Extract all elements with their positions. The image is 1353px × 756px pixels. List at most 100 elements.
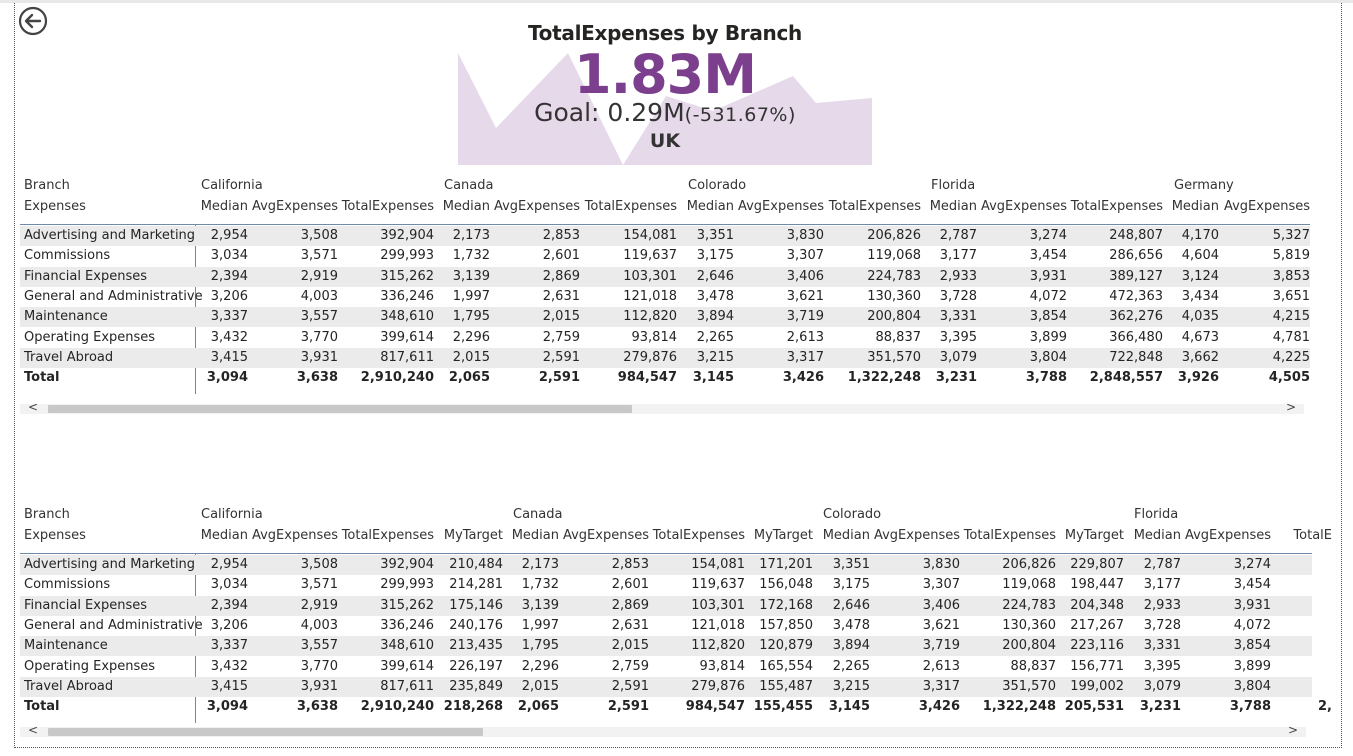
column-header[interactable]: AvgExpenses bbox=[251, 528, 338, 543]
table-cell: 3,432 bbox=[210, 329, 248, 345]
column-header[interactable]: AvgExpenses bbox=[251, 199, 338, 214]
table-cell: 3,317 bbox=[922, 678, 960, 694]
kpi-title: TotalExpenses by Branch bbox=[527, 21, 802, 45]
column-group-header[interactable]: California bbox=[201, 507, 263, 522]
column-header[interactable]: AvgExpenses bbox=[562, 528, 649, 543]
scroll-left-arrow[interactable]: < bbox=[28, 723, 39, 738]
row-label: Commissions bbox=[24, 577, 111, 593]
table-cell: 1,732 bbox=[452, 248, 490, 264]
table-cell: 2,613 bbox=[786, 329, 824, 345]
column-header[interactable]: TotalExpenses bbox=[341, 528, 434, 543]
kpi-value: 1.83M bbox=[574, 43, 757, 106]
table-cell: 299,993 bbox=[380, 577, 434, 593]
column-group-header[interactable]: Florida bbox=[1134, 507, 1179, 522]
column-header[interactable]: TotalExpenses bbox=[963, 528, 1056, 543]
column-header[interactable]: TotalExpenses bbox=[828, 199, 921, 214]
total-cell: 2,591 bbox=[607, 699, 649, 715]
total-cell: 3,426 bbox=[918, 699, 960, 715]
table-cell: 348,610 bbox=[380, 309, 434, 325]
row-band bbox=[20, 636, 1312, 657]
column-header[interactable]: Median bbox=[442, 199, 490, 214]
column-header[interactable]: Median bbox=[686, 199, 734, 214]
column-header[interactable]: Median bbox=[200, 528, 248, 543]
column-header[interactable]: AvgExpenses bbox=[980, 199, 1067, 214]
table-cell: 299,993 bbox=[380, 248, 434, 264]
table-cell: 3,508 bbox=[300, 228, 338, 243]
column-header[interactable]: AvgExpenses bbox=[1184, 528, 1271, 543]
column-header[interactable]: TotalExpenses bbox=[652, 528, 745, 543]
table-cell: 5,819 bbox=[1272, 248, 1310, 264]
table-cell: 119,068 bbox=[1002, 577, 1056, 593]
scrollbar-thumb[interactable] bbox=[48, 405, 632, 414]
column-group-header[interactable]: Florida bbox=[931, 178, 976, 193]
column-header[interactable]: TotalE bbox=[1293, 528, 1332, 543]
column-group-header[interactable]: Canada bbox=[444, 178, 494, 193]
scroll-right-arrow[interactable]: > bbox=[1288, 723, 1299, 738]
kpi-subtitle: UK bbox=[649, 130, 681, 152]
column-group-header[interactable]: California bbox=[201, 178, 263, 193]
scroll-right-arrow[interactable]: > bbox=[1286, 400, 1297, 415]
column-header[interactable]: AvgExpenses bbox=[1223, 199, 1310, 214]
column-header[interactable]: AvgExpenses bbox=[493, 199, 580, 214]
scroll-left-arrow[interactable]: < bbox=[28, 400, 39, 415]
table-cell: 240,176 bbox=[449, 617, 503, 633]
total-cell: 2, bbox=[1318, 699, 1332, 715]
table-cell: 3,274 bbox=[1029, 228, 1067, 243]
column-header[interactable]: Median bbox=[822, 528, 870, 543]
column-header[interactable]: MyTarget bbox=[1064, 528, 1124, 543]
column-group-header[interactable]: Colorado bbox=[823, 507, 882, 522]
column-header[interactable]: TotalExpenses bbox=[1070, 199, 1163, 214]
horizontal-scrollbar[interactable]: < > bbox=[20, 400, 1304, 415]
total-cell: 3,426 bbox=[782, 370, 824, 386]
column-header[interactable]: Median bbox=[929, 199, 977, 214]
total-cell: 3,638 bbox=[296, 370, 338, 386]
table-cell: 119,068 bbox=[867, 248, 921, 264]
table-cell: 3,395 bbox=[1143, 658, 1181, 674]
table-cell: 112,820 bbox=[623, 309, 677, 325]
column-header[interactable]: AvgExpenses bbox=[737, 199, 824, 214]
column-group-header[interactable]: Colorado bbox=[688, 178, 747, 193]
scrollbar-thumb[interactable] bbox=[48, 728, 483, 737]
table-cell: 3,124 bbox=[1181, 268, 1219, 284]
table-cell: 2,631 bbox=[611, 617, 649, 633]
table-cell: 3,215 bbox=[832, 678, 870, 694]
table-cell: 226,197 bbox=[449, 658, 503, 674]
table-cell: 130,360 bbox=[867, 288, 921, 304]
column-header[interactable]: MyTarget bbox=[753, 528, 813, 543]
total-cell: 2,910,240 bbox=[360, 370, 434, 386]
back-arrow-icon[interactable] bbox=[18, 6, 48, 36]
table-cell: 199,002 bbox=[1070, 678, 1124, 694]
horizontal-scrollbar[interactable]: < > bbox=[20, 723, 1306, 738]
column-header[interactable]: TotalExpenses bbox=[584, 199, 677, 214]
table-cell: 3,331 bbox=[1143, 638, 1181, 654]
table-cell: 3,454 bbox=[1233, 577, 1271, 593]
table-cell: 2,869 bbox=[611, 597, 649, 613]
table-cell: 3,478 bbox=[696, 288, 734, 304]
total-cell: 3,145 bbox=[828, 699, 870, 715]
table-cell: 2,613 bbox=[922, 658, 960, 674]
table-cell: 248,807 bbox=[1109, 228, 1163, 243]
table-cell: 3,931 bbox=[1233, 597, 1271, 613]
column-header[interactable]: Median bbox=[1171, 199, 1219, 214]
column-header[interactable]: Median bbox=[200, 199, 248, 214]
column-group-header[interactable]: Canada bbox=[513, 507, 563, 522]
table-cell: 1,997 bbox=[452, 288, 490, 304]
table-cell: 3,854 bbox=[1029, 309, 1067, 325]
table-cell: 200,804 bbox=[867, 309, 921, 325]
row-label: Advertising and Marketing bbox=[24, 557, 196, 572]
column-header[interactable]: AvgExpenses bbox=[873, 528, 960, 543]
column-group-header[interactable]: Germany bbox=[1174, 178, 1234, 193]
total-row-label: Total bbox=[24, 370, 60, 386]
table-cell: 2,015 bbox=[542, 309, 580, 325]
column-header[interactable]: Median bbox=[511, 528, 559, 543]
table-cell: 3,571 bbox=[300, 577, 338, 593]
table-cell: 389,127 bbox=[1109, 268, 1163, 284]
column-header[interactable]: Median bbox=[1133, 528, 1181, 543]
table-cell: 3,728 bbox=[939, 288, 977, 304]
table-cell: 2,853 bbox=[542, 228, 580, 243]
column-header[interactable]: TotalExpenses bbox=[341, 199, 434, 214]
table-cell: 2,015 bbox=[452, 349, 490, 365]
column-header[interactable]: MyTarget bbox=[443, 528, 503, 543]
total-cell: 3,638 bbox=[296, 699, 338, 715]
table-cell: 3,830 bbox=[786, 228, 824, 243]
